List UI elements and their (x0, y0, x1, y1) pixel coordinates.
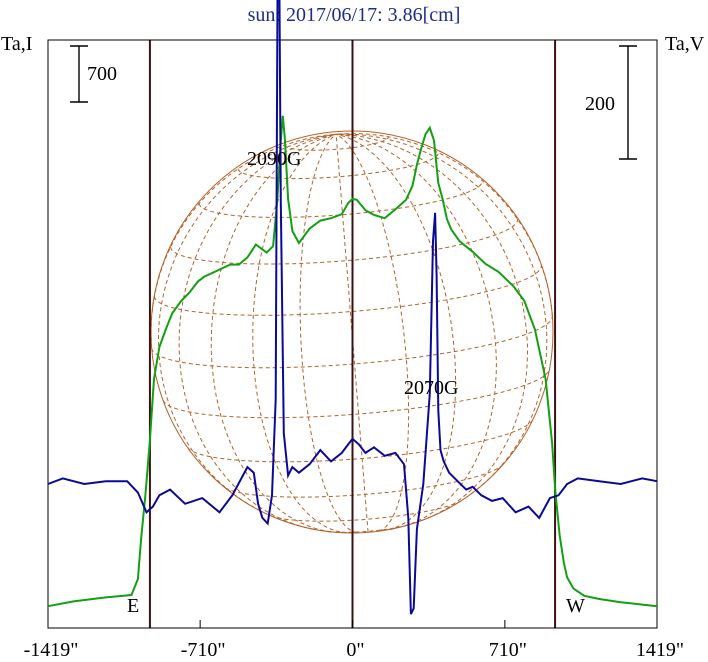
left-scale-label: 700 (87, 63, 117, 85)
polarization-series-line (47, 0, 658, 615)
x-tick-label: 0" (346, 639, 364, 661)
chart-title: sun: 2017/06/17: 3.86[cm] (248, 4, 461, 26)
grid-line (335, 133, 457, 531)
grid-line (336, 133, 548, 495)
annotation-2070g: 2070G (404, 377, 458, 399)
grid-line (224, 465, 503, 498)
grid-line (284, 136, 389, 151)
x-tick-label: 710" (489, 639, 527, 661)
x-axis: -1419" -710" 0" 710" 1419" (24, 620, 684, 661)
left-axis-label: Ta,I (1, 33, 32, 55)
grid-line (299, 133, 358, 534)
grid-line (210, 133, 337, 533)
right-axis-label: Ta,V (665, 33, 705, 55)
grid-line (336, 133, 497, 527)
east-limb-label: E (127, 595, 139, 617)
grid-line (237, 152, 439, 180)
grid-line (157, 133, 337, 512)
x-tick-label: -1419" (24, 639, 79, 661)
right-scale-label: 200 (585, 93, 615, 115)
grid-line (170, 219, 519, 265)
grid-line (335, 133, 410, 532)
grid-line (252, 133, 348, 534)
grid-line (150, 133, 337, 349)
grid-line (153, 265, 542, 316)
grid-line (270, 500, 462, 522)
limb-lines (148, 40, 557, 628)
grid-line (336, 133, 529, 522)
heliographic-grid (150, 133, 553, 534)
grid-line (162, 369, 550, 419)
intensity-series-line (47, 115, 658, 608)
left-scale-bar (70, 45, 88, 103)
x-tick-label: 1419" (636, 639, 684, 661)
annotation-2090g: 2090G (247, 148, 301, 170)
west-limb-label: W (566, 595, 585, 617)
solar-disk (150, 130, 554, 534)
x-tick-label: -710" (181, 639, 226, 661)
right-scale-bar (619, 45, 637, 160)
grid-line (178, 133, 337, 530)
grid-line (187, 419, 534, 463)
